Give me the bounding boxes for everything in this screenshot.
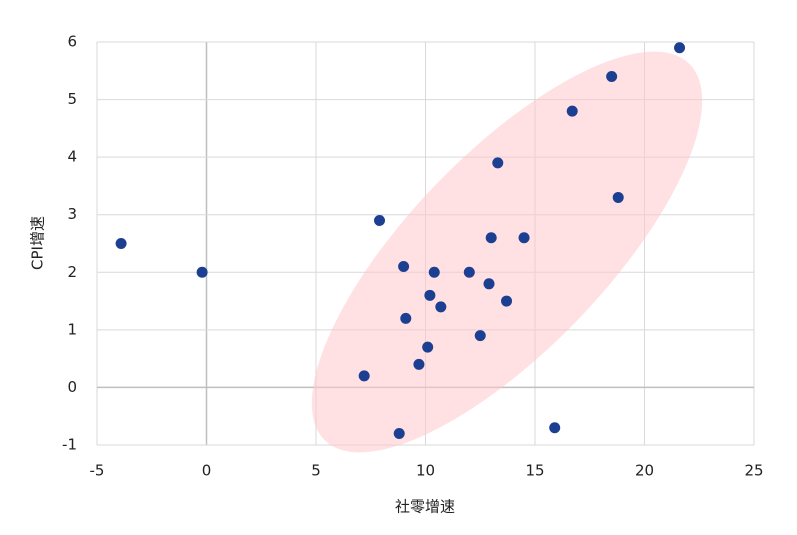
point <box>606 71 618 83</box>
point <box>435 301 447 313</box>
point <box>196 266 208 278</box>
point <box>612 191 624 203</box>
point <box>398 261 410 273</box>
y-tick-label: 2 <box>67 263 77 281</box>
x-tick-label: 0 <box>202 462 212 480</box>
point <box>549 422 561 434</box>
point <box>422 341 434 353</box>
point <box>501 295 513 307</box>
point <box>428 266 440 278</box>
x-axis-label: 社零增速 <box>395 498 455 516</box>
point <box>518 232 530 244</box>
y-tick-label: 1 <box>67 320 77 338</box>
point <box>463 266 475 278</box>
y-tick-label: 6 <box>67 33 77 51</box>
point <box>400 312 412 324</box>
y-tick-label: 0 <box>67 378 77 396</box>
y-tick-label: 4 <box>67 148 77 166</box>
point <box>483 278 495 290</box>
y-tick-label: 3 <box>67 205 77 223</box>
point <box>115 238 127 249</box>
highlight-ellipse <box>311 51 703 453</box>
y-tick-label: 5 <box>67 90 77 108</box>
x-tick-label: 5 <box>311 462 321 480</box>
point <box>374 214 386 226</box>
x-tick-label: -5 <box>90 462 105 480</box>
x-tick-label: 20 <box>635 462 654 480</box>
y-tick-label: -1 <box>62 436 77 454</box>
point <box>485 232 497 244</box>
y-axis-label: CPI增速 <box>29 216 47 270</box>
point <box>674 42 686 54</box>
point <box>393 427 405 439</box>
x-tick-label: 25 <box>744 462 763 480</box>
point <box>492 157 504 169</box>
point <box>358 370 370 382</box>
point <box>424 289 436 301</box>
point <box>413 358 425 370</box>
point <box>566 105 578 117</box>
x-tick-label: 15 <box>525 462 544 480</box>
x-tick-label: 10 <box>416 462 435 480</box>
point <box>474 330 486 342</box>
